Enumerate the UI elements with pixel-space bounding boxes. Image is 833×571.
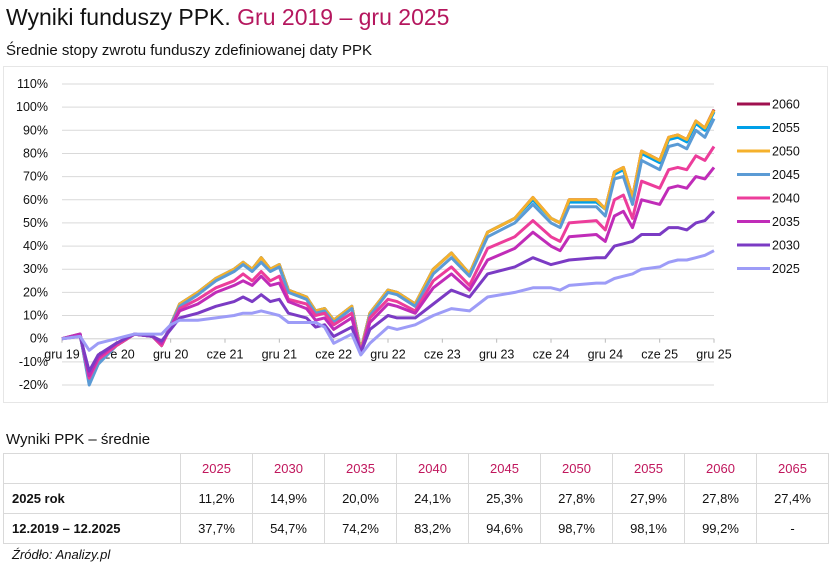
x-tick-label: gru 25 [696,348,731,362]
y-tick-label: 30% [23,262,48,276]
legend-label: 2040 [772,192,800,206]
legend-label: 2025 [772,262,800,276]
table-cell: 54,7% [252,513,325,544]
x-tick-label: cze 21 [207,348,244,362]
y-tick-label: 40% [23,239,48,253]
y-tick-label: -20% [19,378,48,392]
x-tick-label: gru 21 [262,348,297,362]
table-cell: 98,1% [612,513,685,544]
x-tick-label: cze 22 [315,348,352,362]
chart-frame [3,66,828,403]
column-header: 2040 [396,453,469,484]
table-cell: 37,7% [180,513,253,544]
table-header-row: 2025 2030 2035 2040 2045 2050 2055 2060 2065 [3,453,829,484]
table-cell: 83,2% [396,513,469,544]
y-tick-label: 70% [23,170,48,184]
column-header: 2045 [468,453,541,484]
table-row: 2025 rok 11,2% 14,9% 20,0% 24,1% 25,3% 27,8% 27… [3,483,829,514]
results-table: 2025 2030 2035 2040 2045 2050 2055 2060 2065 202… [3,453,829,544]
y-tick-label: 90% [23,123,48,137]
table-title: Wyniki PPK – średnie [6,431,151,448]
page-title: Wyniki funduszy PPK. Gru 2019 – gru 2025 [6,4,449,31]
table-cell: - [756,513,829,544]
column-header: 2025 [180,453,253,484]
y-tick-label: 20% [23,285,48,299]
y-tick-label: 0% [30,332,48,346]
line-chart: 110% 100% 90% 80% 70% 60% 50% 40% 30% 20% 10% 0% -10… [16,77,800,392]
legend-label: 2045 [772,168,800,182]
row-label: 12.2019 – 12.2025 [3,513,181,544]
table-cell: 27,9% [612,483,685,514]
y-tick-label: -10% [19,355,48,369]
y-tick-label: 60% [23,193,48,207]
table-cell: 99,2% [684,513,757,544]
legend-label: 2055 [772,121,800,135]
y-tick-label: 50% [23,216,48,230]
x-tick-label: gru 19 [44,348,79,362]
series-line-2030 [61,210,716,373]
legend-label: 2035 [772,215,800,229]
table-row: 12.2019 – 12.2025 37,7% 54,7% 74,2% 83,2% 94,… [3,513,829,544]
y-tick-label: 110% [17,77,48,91]
table-cell: 27,8% [684,483,757,514]
chart-subtitle: Średnie stopy zwrotu funduszy zdefiniowa… [6,42,373,59]
table-corner [3,453,181,484]
column-header: 2035 [324,453,397,484]
x-tick-label: gru 23 [479,348,514,362]
x-tick-label: cze 24 [533,348,570,362]
row-label: 2025 rok [3,483,181,514]
legend-label: 2030 [772,239,800,253]
y-tick-label: 100% [16,100,48,114]
column-header: 2065 [756,453,829,484]
x-tick-label: gru 20 [153,348,188,362]
column-header: 2055 [612,453,685,484]
table-cell: 74,2% [324,513,397,544]
title-main: Wyniki funduszy PPK. [6,4,231,30]
source-note: Źródło: Analizy.pl [12,547,111,562]
table-cell: 27,8% [540,483,613,514]
x-tick-label: gru 22 [370,348,405,362]
legend-label: 2060 [772,98,800,112]
column-header: 2060 [684,453,757,484]
table-cell: 25,3% [468,483,541,514]
y-tick-label: 10% [23,309,48,323]
y-tick-label: 80% [23,146,48,160]
x-tick-label: gru 24 [588,348,623,362]
table-cell: 98,7% [540,513,613,544]
title-date-range: Gru 2019 – gru 2025 [237,4,450,30]
table-cell: 94,6% [468,513,541,544]
table-cell: 27,4% [756,483,829,514]
series-line-2025 [61,249,715,357]
legend-label: 2050 [772,145,800,159]
table-cell: 11,2% [180,483,253,514]
column-header: 2050 [540,453,613,484]
x-tick-label: cze 25 [641,348,678,362]
table-cell: 14,9% [252,483,325,514]
table-cell: 24,1% [396,483,469,514]
table-cell: 20,0% [324,483,397,514]
x-tick-label: cze 23 [424,348,461,362]
column-header: 2030 [252,453,325,484]
